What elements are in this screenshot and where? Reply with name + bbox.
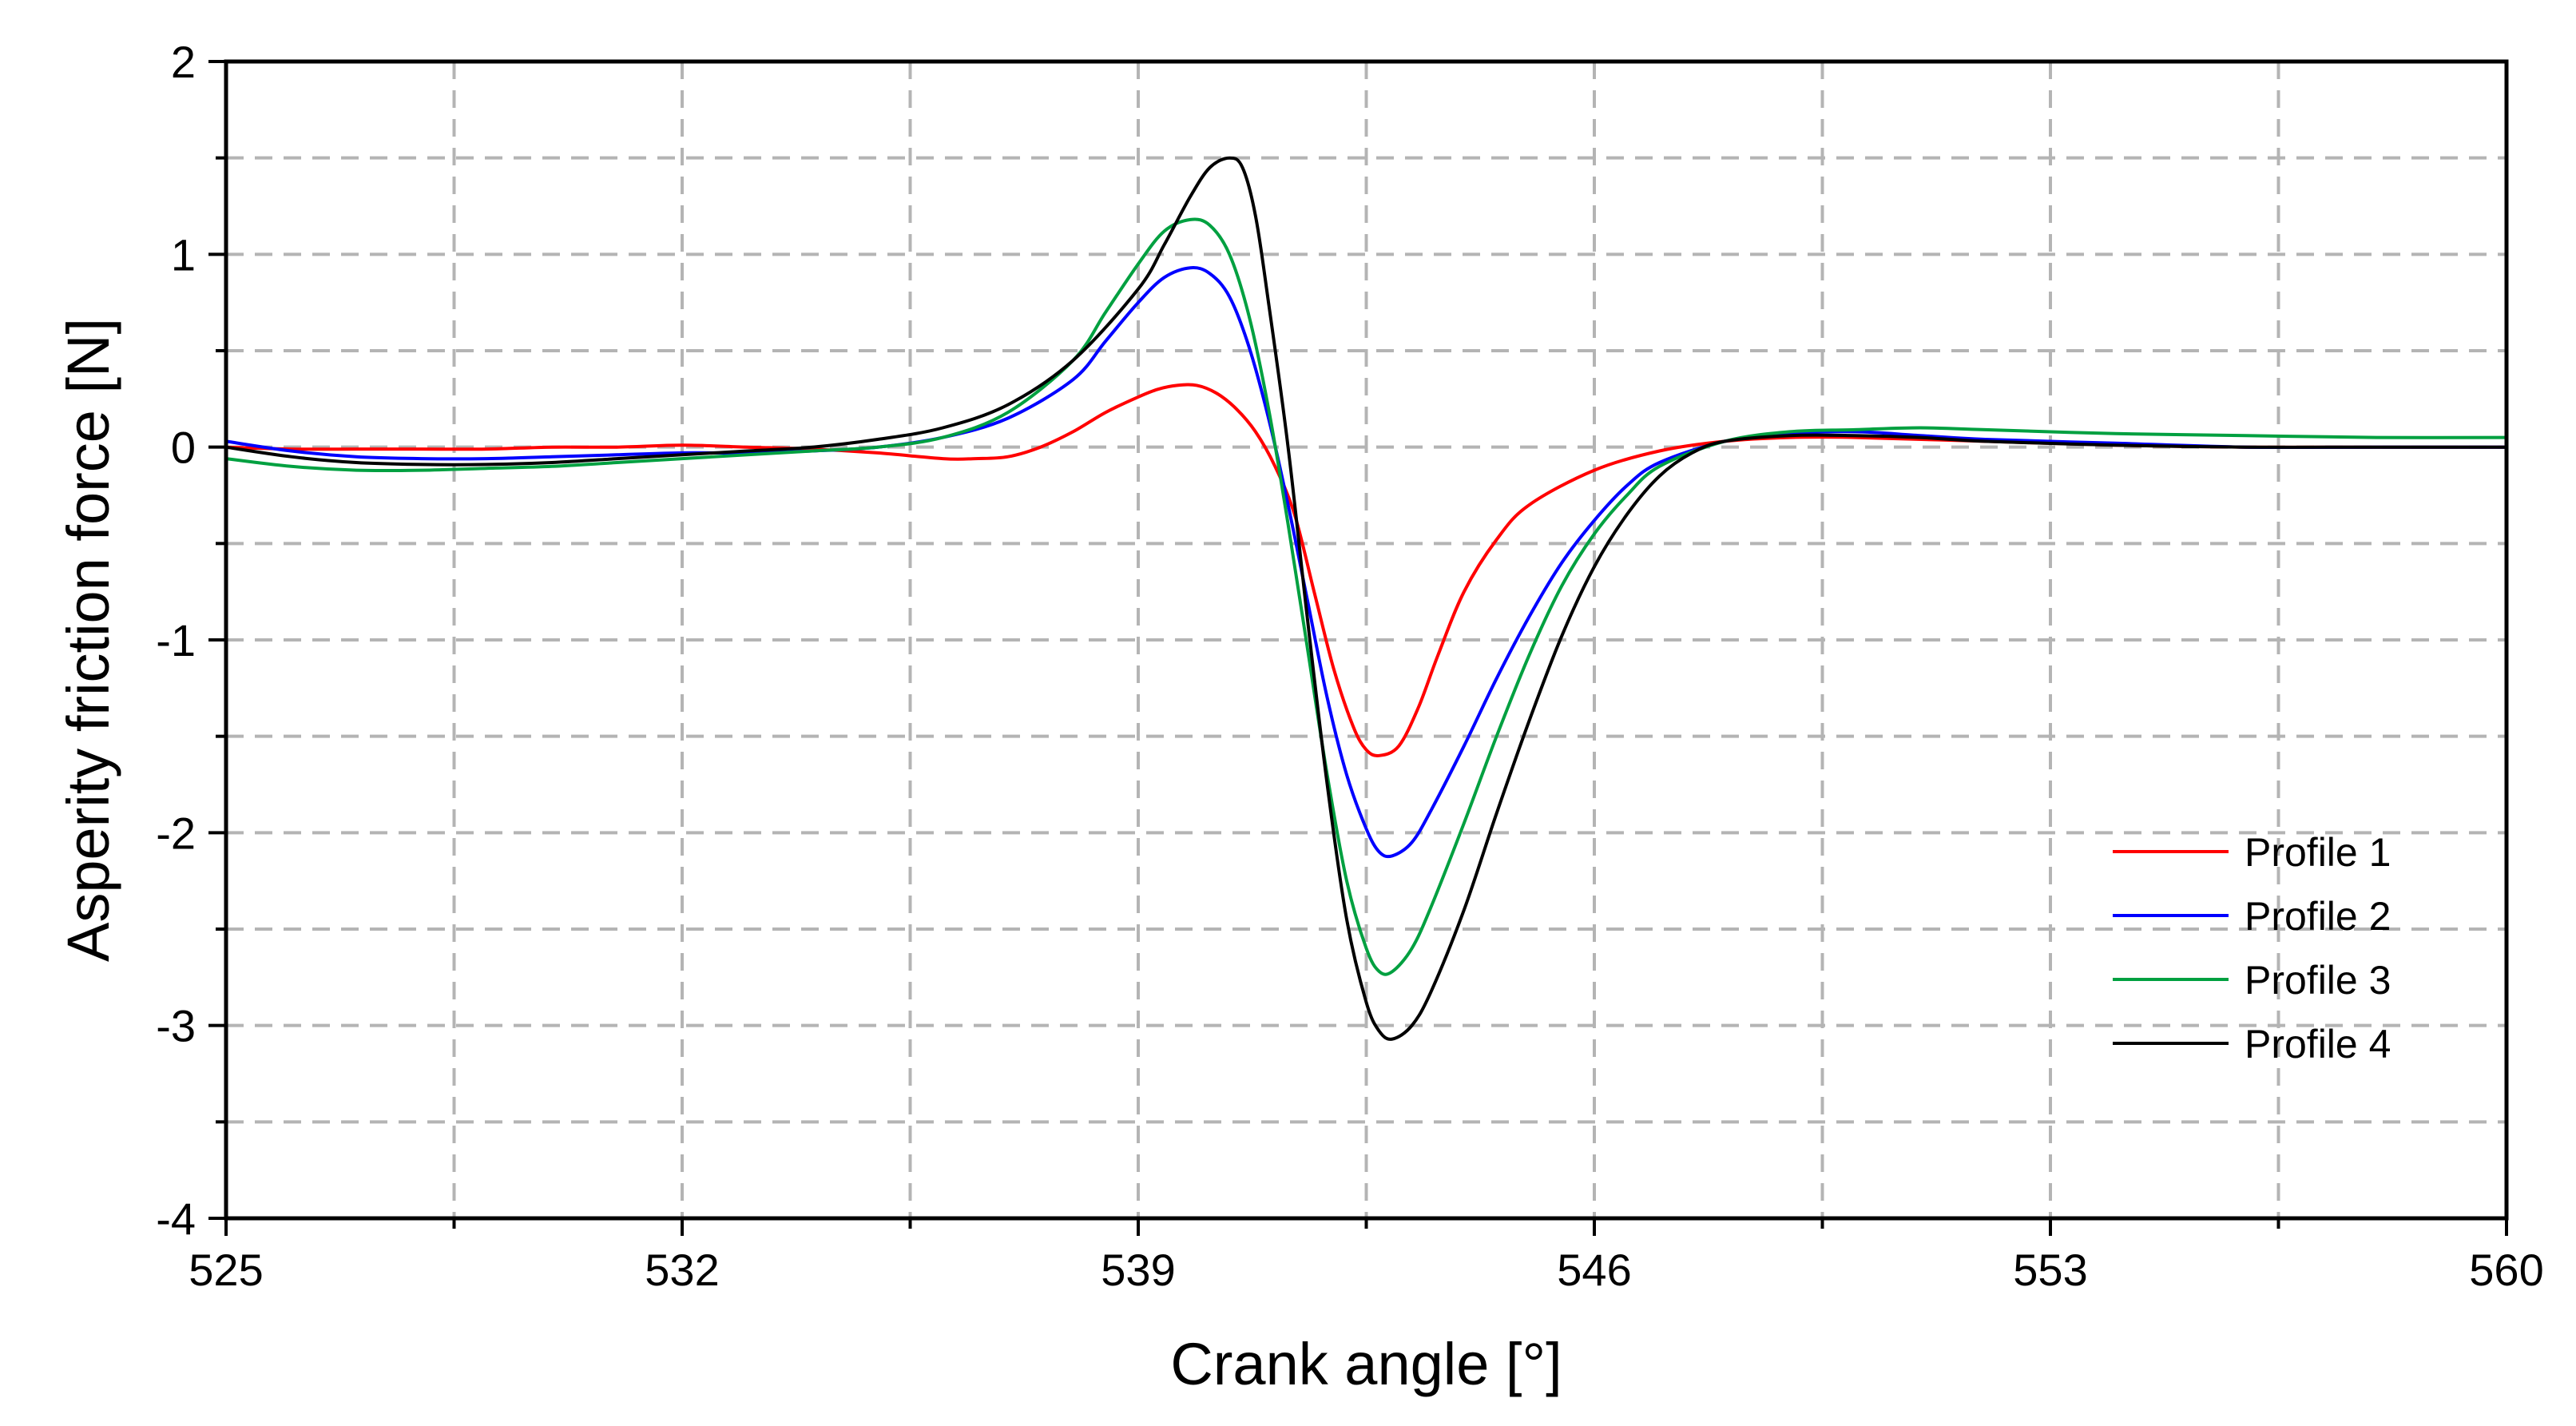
legend: Profile 1 Profile 2 Profile 3 Profile 4: [2113, 830, 2391, 1067]
x-tick-label: 525: [189, 1245, 263, 1295]
x-tick-labels: 525 532 539 546 553 560: [189, 1245, 2543, 1295]
y-tick-label: -1: [156, 615, 196, 665]
series-line-profile-4: [225, 156, 2507, 1041]
x-tick-label: 553: [2013, 1245, 2087, 1295]
x-tick-label: 532: [645, 1245, 719, 1295]
y-tick-label: 2: [171, 37, 196, 87]
y-tick-label: 0: [171, 423, 196, 473]
series-group: [225, 156, 2507, 1041]
series-line-profile-3: [225, 217, 2507, 976]
legend-label-profile-1: Profile 1: [2245, 830, 2391, 875]
y-axis-title: Asperity friction force [N]: [55, 318, 121, 962]
y-tick-label: 1: [171, 229, 196, 280]
y-tick-label: -2: [156, 808, 196, 858]
x-tick-label: 539: [1101, 1245, 1175, 1295]
y-tick-labels: -4 -3 -2 -1 0 1 2: [156, 37, 196, 1244]
axis-ticks: [208, 60, 2508, 1236]
legend-label-profile-2: Profile 2: [2245, 894, 2391, 939]
x-tick-label: 546: [1557, 1245, 1631, 1295]
legend-label-profile-4: Profile 4: [2245, 1022, 2391, 1067]
y-tick-label: -3: [156, 1001, 196, 1051]
x-tick-label: 560: [2469, 1245, 2543, 1295]
x-axis-title: Crank angle [°]: [1170, 1331, 1562, 1397]
grid: [226, 62, 2507, 1218]
series-line-profile-1: [225, 383, 2507, 757]
legend-label-profile-3: Profile 3: [2245, 958, 2391, 1003]
y-tick-label: -4: [156, 1194, 196, 1244]
